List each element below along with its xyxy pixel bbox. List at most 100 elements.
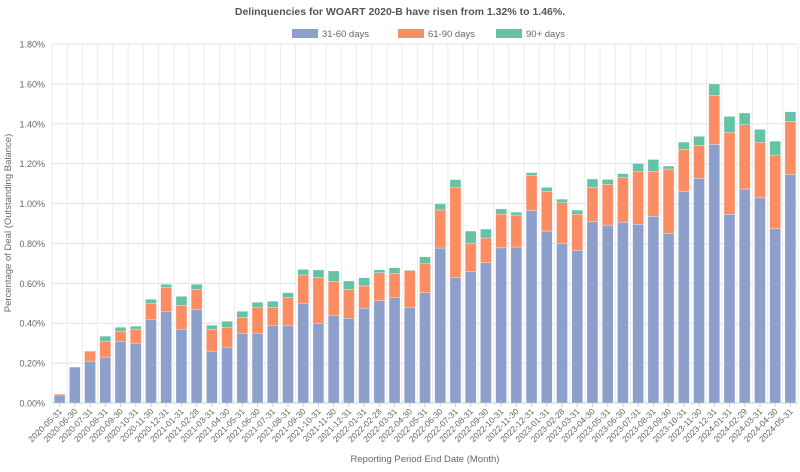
bar-segment-61-90 (525, 175, 538, 211)
bar-segment-31-60 (784, 174, 797, 404)
legend-swatch (496, 29, 522, 38)
bar-segment-31-60 (236, 332, 249, 404)
bars (53, 83, 797, 404)
bar-segment-61-90 (53, 393, 66, 396)
x-axis: 2020-05-312020-06-302020-07-312020-08-31… (26, 403, 795, 444)
y-axis-label: Percentage of Deal (Outstanding Balance) (3, 134, 14, 313)
bar-segment-90plus (693, 136, 705, 146)
bar-segment-31-60 (404, 307, 416, 404)
chart-title: Delinquencies for WOART 2020-B have rise… (235, 6, 565, 18)
bar-segment-31-60 (632, 224, 644, 404)
bar-segment-61-90 (754, 142, 766, 198)
bar-segment-90plus (221, 320, 233, 328)
bar-segment-61-90 (282, 297, 294, 326)
bar-segment-90plus (541, 187, 553, 192)
bar-segment-61-90 (145, 303, 157, 320)
legend-label: 31-60 days (322, 29, 369, 40)
bar-segment-61-90 (632, 171, 644, 225)
bar-segment-90plus (632, 163, 644, 172)
legend-swatch (292, 29, 318, 38)
bar-segment-31-60 (480, 262, 492, 404)
bar-segment-61-90 (312, 277, 325, 324)
bar-segment-61-90 (662, 168, 675, 234)
bar-segment-90plus (404, 269, 416, 271)
bar-segment-31-60 (221, 346, 233, 404)
bar-segment-61-90 (221, 326, 233, 348)
bar-segment-90plus (480, 228, 492, 239)
bar-segment-31-60 (267, 324, 279, 404)
bar-segment-31-60 (343, 317, 355, 404)
bar-segment-31-60 (130, 342, 142, 404)
bar-segment-31-60 (175, 328, 188, 404)
bar-segment-61-90 (327, 281, 340, 316)
bar-segment-61-90 (541, 191, 553, 232)
bar-segment-61-90 (723, 132, 736, 215)
bar-segment-31-60 (693, 178, 705, 404)
legend-swatch (398, 29, 424, 38)
bar-segment-31-60 (206, 350, 218, 404)
bar-segment-61-90 (784, 121, 797, 175)
bar-segment-90plus (556, 198, 568, 204)
y-tick-label: 1.20% (19, 159, 45, 169)
bar-segment-90plus (327, 270, 340, 282)
bar-segment-90plus (160, 284, 172, 288)
bar-segment-90plus (495, 208, 507, 215)
bar-segment-61-90 (601, 184, 614, 226)
y-tick-label: 0.00% (19, 399, 45, 409)
bar-segment-90plus (754, 129, 766, 143)
bar-segment-61-90 (114, 330, 127, 342)
bar-segment-90plus (282, 292, 294, 298)
bar-segment-90plus (190, 284, 203, 290)
bar-segment-61-90 (130, 328, 142, 344)
bar-segment-61-90 (449, 187, 462, 278)
bar-segment-61-90 (267, 307, 279, 326)
bar-segment-90plus (145, 299, 157, 304)
bar-segment-90plus (358, 277, 370, 287)
bar-segment-90plus (571, 209, 583, 215)
bar-segment-31-60 (556, 243, 568, 404)
bar-segment-90plus (251, 302, 264, 308)
bar-segment-61-90 (480, 237, 492, 264)
bar-segment-31-60 (723, 214, 736, 404)
bar-segment-90plus (738, 112, 751, 126)
bar-segment-31-60 (53, 394, 66, 404)
bar-segment-61-90 (769, 154, 781, 229)
bar-segment-90plus (312, 269, 325, 278)
y-tick-label: 1.80% (19, 40, 45, 50)
bar-segment-90plus (647, 159, 660, 172)
bar-segment-61-90 (297, 274, 309, 304)
bar-segment-61-90 (343, 289, 355, 319)
bar-segment-90plus (388, 267, 401, 275)
bar-segment-90plus (373, 269, 386, 274)
bar-segment-31-60 (662, 233, 675, 404)
bar-segment-90plus (99, 335, 112, 342)
bar-segment-90plus (723, 116, 736, 133)
bar-segment-90plus (206, 324, 218, 330)
bar-segment-31-60 (297, 303, 309, 404)
y-tick-label: 0.40% (19, 319, 45, 329)
bar-segment-61-90 (586, 187, 599, 222)
bar-segment-31-60 (373, 300, 386, 404)
bar-segment-31-60 (160, 311, 172, 404)
bar-segment-61-90 (678, 149, 690, 192)
bar-segment-61-90 (404, 270, 416, 308)
bar-segment-31-60 (617, 221, 629, 404)
y-tick-label: 0.60% (19, 279, 45, 289)
bar-segment-61-90 (388, 273, 401, 298)
bar-segment-61-90 (647, 171, 660, 217)
bar-segment-61-90 (160, 287, 172, 312)
bar-segment-61-90 (738, 124, 751, 190)
bar-segment-90plus (267, 301, 279, 308)
bar-segment-61-90 (708, 95, 720, 145)
bar-segment-61-90 (99, 340, 112, 358)
bar-segment-90plus (769, 140, 781, 156)
bar-segment-31-60 (190, 309, 203, 404)
legend-label: 61-90 days (428, 29, 475, 40)
bar-segment-61-90 (464, 243, 477, 272)
bar-segment-90plus (784, 111, 797, 122)
bar-segment-61-90 (434, 209, 446, 249)
bar-segment-31-60 (145, 318, 157, 404)
bar-segment-31-60 (769, 228, 781, 404)
bar-segment-31-60 (647, 216, 660, 404)
